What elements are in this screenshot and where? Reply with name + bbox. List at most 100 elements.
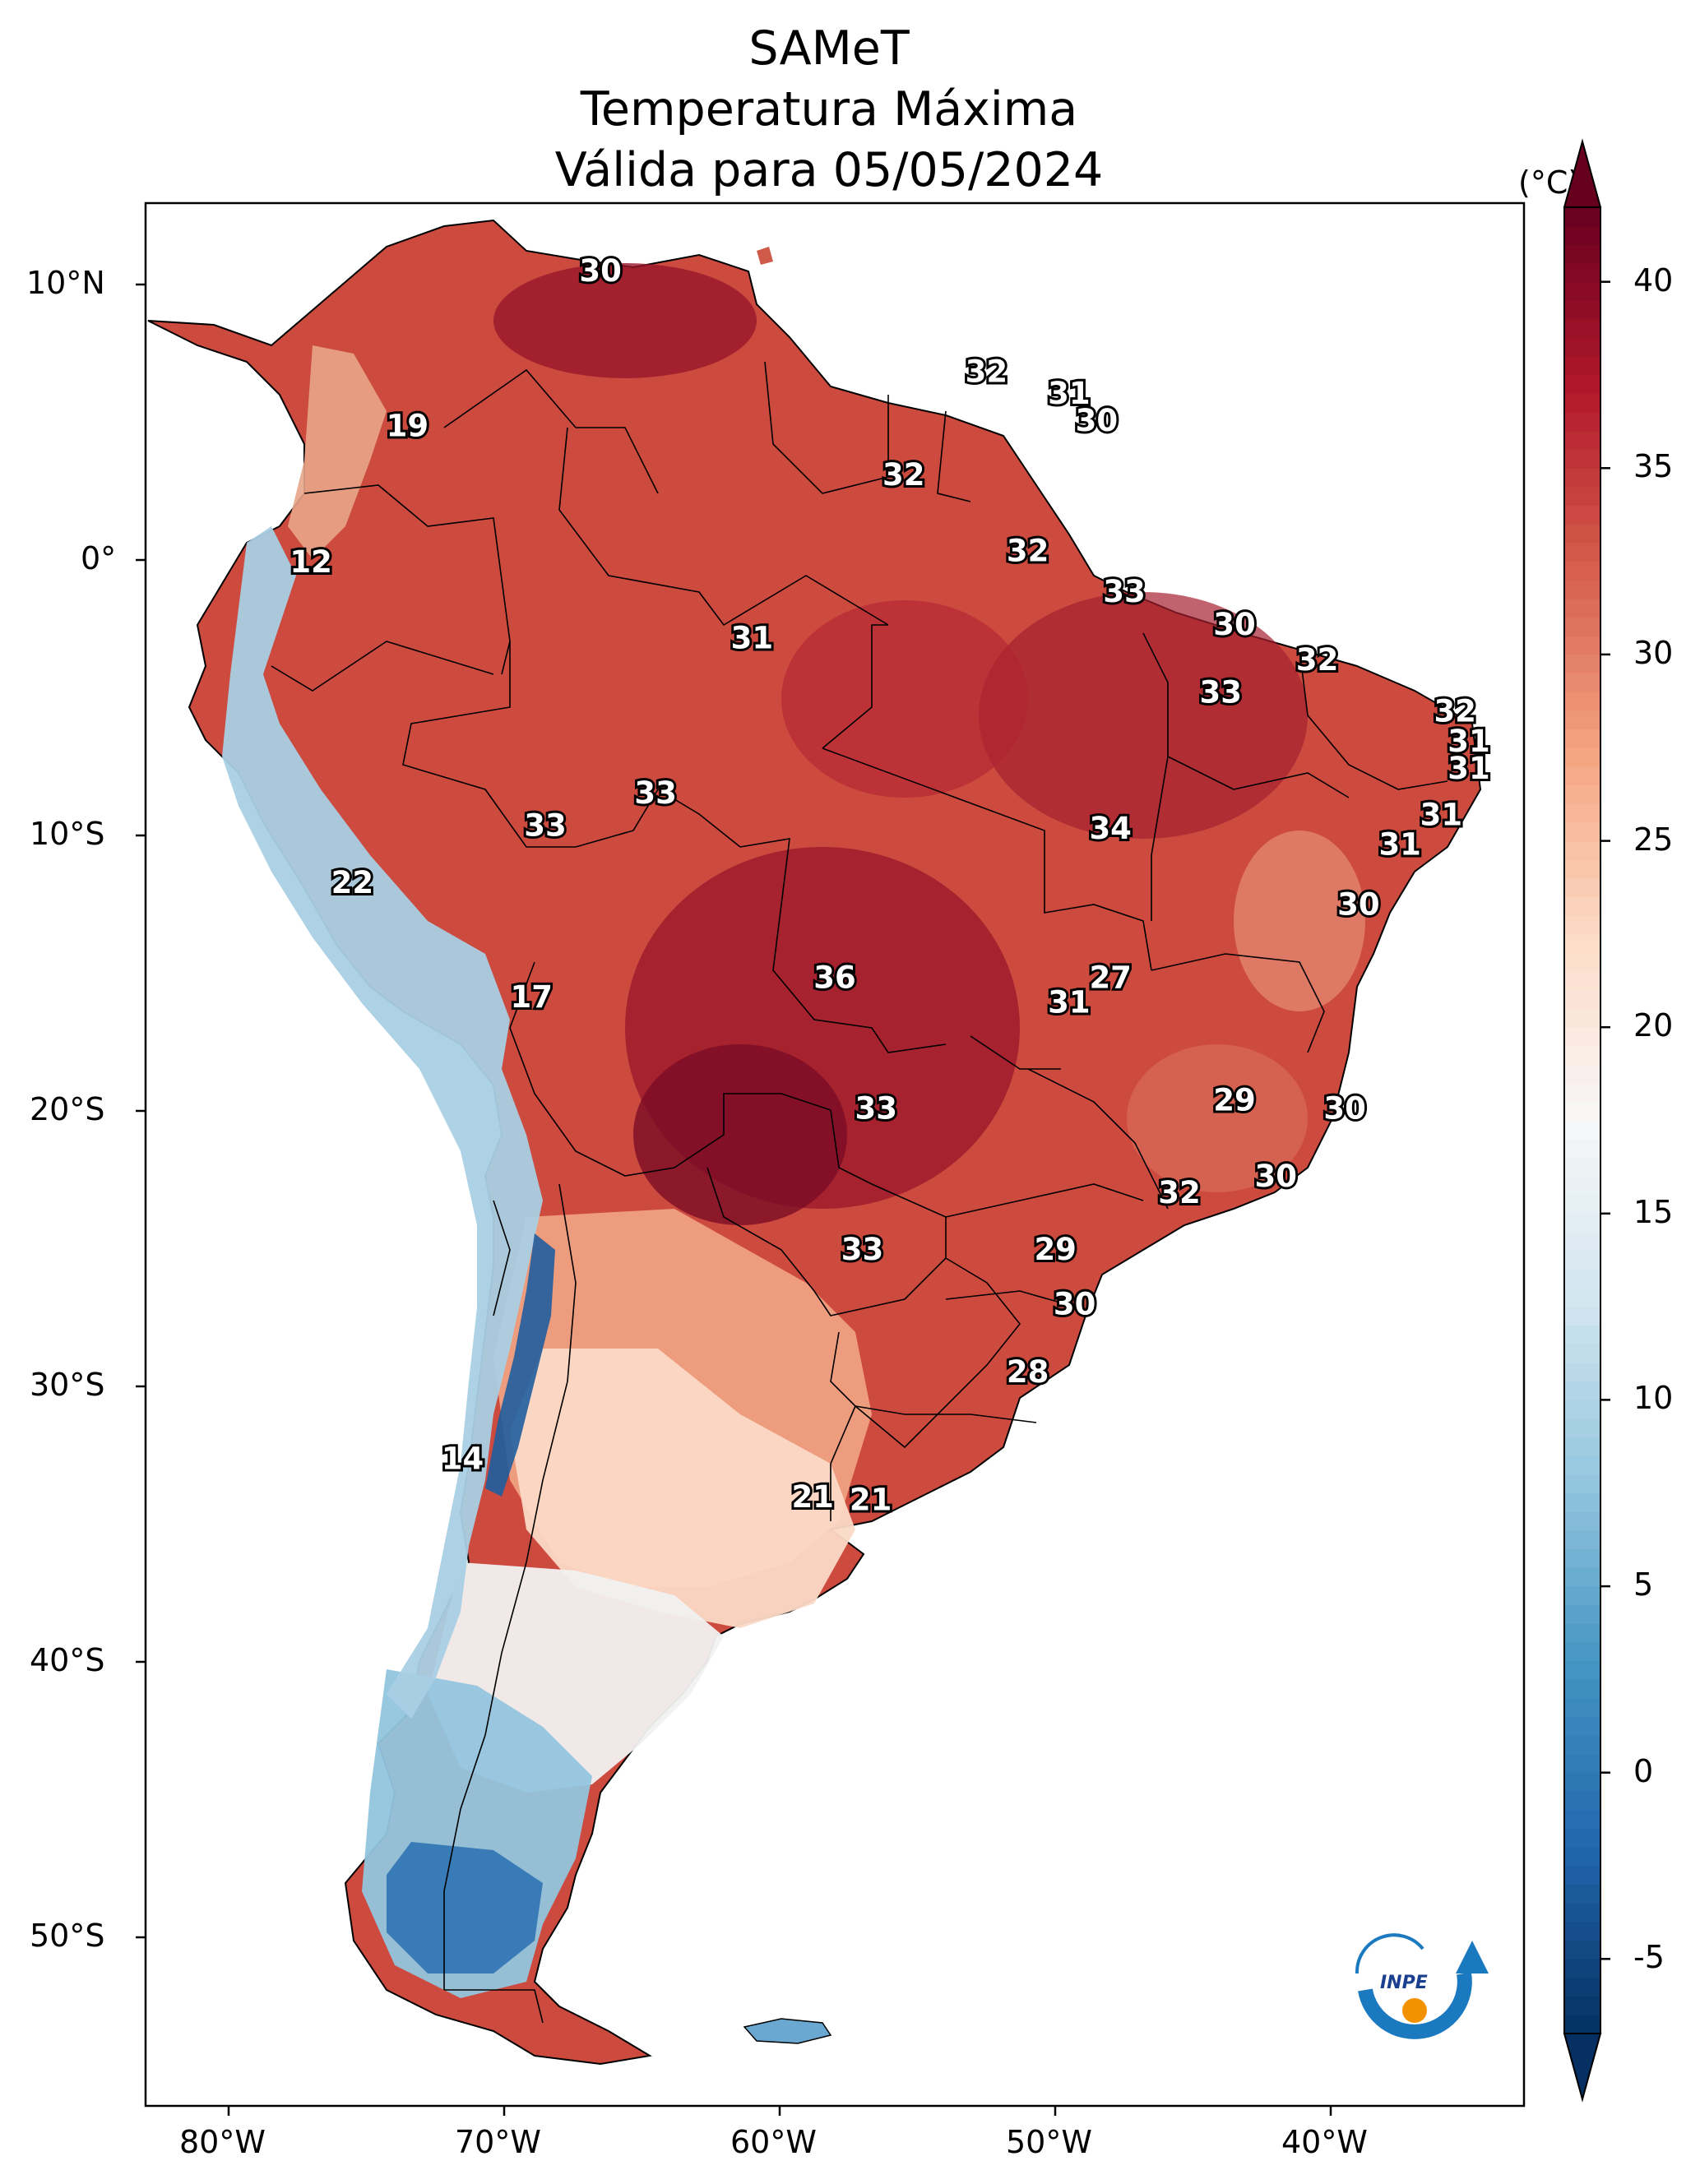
map-title: SAMeT Temperatura Máxima Válida para 05/… xyxy=(0,18,1658,201)
colorbar-bottom-extend xyxy=(1563,2033,1602,2103)
temperature-label: 29 xyxy=(1213,1082,1256,1117)
colorbar-segment xyxy=(1564,747,1600,767)
andes-colombia xyxy=(288,345,387,559)
colorbar-segment xyxy=(1564,505,1600,525)
colorbar-tick-0: 0 xyxy=(1633,1752,1654,1789)
logo-sun xyxy=(1402,1998,1427,2023)
temperature-label: 32 xyxy=(1434,694,1476,729)
colorbar-segment xyxy=(1564,356,1600,376)
temperature-label: 33 xyxy=(1200,675,1243,710)
lat-tick-20s: 20°S xyxy=(30,1091,105,1127)
colorbar-segment xyxy=(1564,1474,1600,1494)
lon-tick-60w: 60°W xyxy=(730,2124,817,2160)
temperature-label: 30 xyxy=(1076,403,1119,438)
colorbar-segment xyxy=(1564,1344,1600,1363)
temperature-label: 32 xyxy=(1296,642,1339,678)
colorbar-segment xyxy=(1564,1101,1600,1122)
colorbar-segment xyxy=(1564,393,1600,413)
lat-tick-40s: 40°S xyxy=(30,1642,105,1678)
colorbar-tick-15: 15 xyxy=(1633,1193,1674,1230)
temperature-label: 31 xyxy=(1420,797,1463,832)
temperature-label: 21 xyxy=(791,1479,834,1515)
colorbar-segment xyxy=(1564,766,1600,786)
colorbar-segment xyxy=(1564,486,1600,507)
colorbar-segment xyxy=(1564,784,1600,804)
logo-orbit xyxy=(1355,1933,1424,1974)
colorbar-segment xyxy=(1564,1437,1600,1457)
temperature-label: 27 xyxy=(1089,960,1132,996)
colorbar-tick-40: 40 xyxy=(1633,261,1674,298)
colorbar-segment xyxy=(1564,225,1600,245)
colorbar-segment xyxy=(1564,692,1600,711)
colorbar-segment xyxy=(1564,840,1600,860)
colorbar-segment xyxy=(1564,1548,1600,1569)
temperature-label: 32 xyxy=(1007,534,1049,569)
colorbar-segment xyxy=(1564,1400,1600,1419)
colorbar-segment xyxy=(1564,1903,1600,1923)
hot-core-chaco xyxy=(633,1044,847,1225)
temperature-label: 30 xyxy=(1337,886,1380,922)
colorbar-segment xyxy=(1564,952,1600,972)
colorbar-segment xyxy=(1564,1810,1600,1830)
colorbar-segment xyxy=(1564,244,1600,264)
colorbar-top-extend xyxy=(1563,138,1602,208)
colorbar-segment xyxy=(1564,617,1600,636)
colorbar-segment xyxy=(1564,1922,1600,1941)
temperature-label: 14 xyxy=(442,1441,484,1477)
temperature-label: 21 xyxy=(850,1482,892,1517)
mild-pampas xyxy=(510,1349,855,1628)
temperature-label: 31 xyxy=(1048,984,1091,1020)
colorbar-segment xyxy=(1564,896,1600,916)
andes-cold-strip xyxy=(222,526,543,1719)
colorbar-segment xyxy=(1564,580,1600,599)
colorbar-segment xyxy=(1564,1045,1600,1066)
colorbar-tick-minus5: -5 xyxy=(1633,1939,1665,1976)
lon-tick-50w: 50°W xyxy=(1006,2124,1092,2160)
colorbar-segment xyxy=(1564,821,1600,842)
colorbar-segment xyxy=(1564,1978,1600,1997)
title-line-2: Temperatura Máxima xyxy=(580,82,1078,136)
colorbar-segment xyxy=(1564,1604,1600,1624)
temperature-label: 28 xyxy=(1007,1354,1049,1390)
colorbar-segment xyxy=(1564,1008,1600,1028)
hot-core-venezuela xyxy=(493,263,757,378)
colorbar-segment xyxy=(1564,598,1600,618)
lon-tick-70w: 70°W xyxy=(455,2124,541,2160)
mild-bahia xyxy=(1234,831,1365,1011)
colorbar-segment xyxy=(1564,1288,1600,1307)
colorbar-segment xyxy=(1564,1083,1600,1103)
colorbar-segment xyxy=(1564,524,1600,544)
colorbar-segment xyxy=(1564,877,1600,898)
lat-tick-10s: 10°S xyxy=(30,816,105,852)
colorbar-segment xyxy=(1564,1772,1600,1792)
colorbar-segment xyxy=(1564,449,1600,469)
temperature-label: 12 xyxy=(290,544,332,580)
lat-tick-50s: 50°S xyxy=(30,1918,105,1954)
colorbar-segment xyxy=(1564,1307,1600,1326)
temperature-label: 36 xyxy=(813,960,856,996)
colorbar-segment xyxy=(1564,1157,1600,1178)
temperature-label: 22 xyxy=(331,865,374,900)
colorbar-segment xyxy=(1564,1120,1600,1140)
colorbar-segment xyxy=(1564,430,1600,451)
colorbar-segment xyxy=(1564,673,1600,692)
temperature-label: 31 xyxy=(1048,376,1091,411)
colorbar-segment xyxy=(1564,1064,1600,1084)
colorbar-segment xyxy=(1564,468,1600,488)
colorbar-segment xyxy=(1564,1828,1600,1848)
colorbar-segment xyxy=(1564,1660,1600,1680)
temperature-label: 32 xyxy=(966,354,1008,390)
lat-tick-30s: 30°S xyxy=(30,1367,105,1403)
colorbar-segment xyxy=(1564,300,1600,320)
axis-ticks xyxy=(136,283,1332,2116)
temperature-label: 17 xyxy=(511,979,554,1015)
colorbar-segment xyxy=(1564,729,1600,748)
colorbar-segment xyxy=(1564,1623,1600,1643)
temperature-label: 33 xyxy=(524,808,567,844)
colorbar-segment xyxy=(1564,1139,1600,1159)
temperature-label: 33 xyxy=(841,1232,884,1267)
colorbar-segment xyxy=(1564,561,1600,581)
andes-very-cold xyxy=(485,1233,555,1497)
temperature-label: 29 xyxy=(1034,1232,1077,1267)
